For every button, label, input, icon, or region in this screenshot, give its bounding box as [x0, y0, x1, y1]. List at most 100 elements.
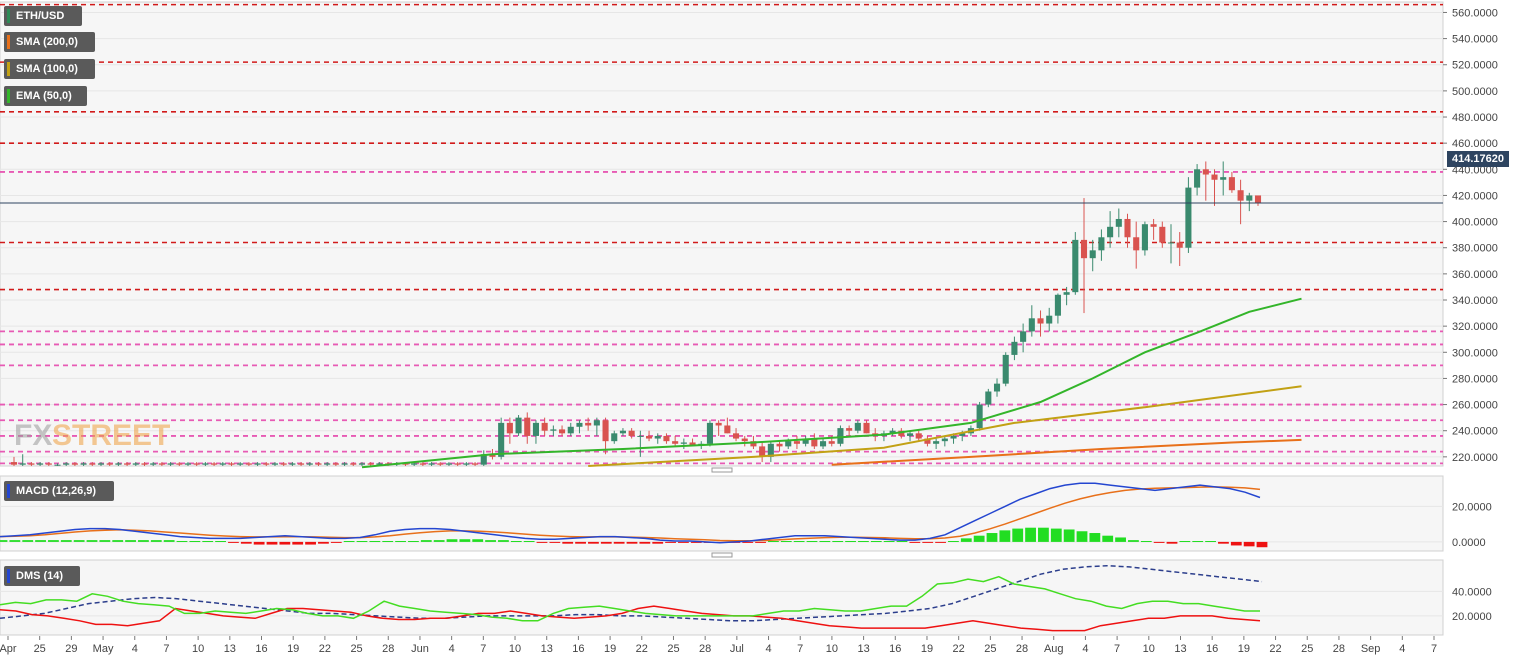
macd-histogram-bar	[1179, 541, 1191, 543]
macd-histogram-bar	[613, 541, 625, 544]
candle-body	[915, 433, 922, 439]
macd-histogram-bar	[883, 541, 895, 543]
candle-body	[1037, 318, 1044, 324]
macd-histogram-bar	[48, 540, 59, 542]
macd-histogram-bar	[1128, 540, 1139, 542]
date-axis-label: 25	[34, 643, 46, 655]
macd-histogram-bar	[1076, 531, 1088, 542]
candle-body	[54, 464, 61, 466]
sma200-legend[interactable]: SMA (200,0)	[4, 32, 95, 52]
candle-body	[550, 429, 557, 431]
macd-histogram-bar	[433, 540, 445, 542]
macd-histogram-bar	[498, 540, 509, 542]
macd-histogram-bar	[408, 541, 419, 543]
macd-histogram-bar	[395, 541, 406, 543]
dms-legend[interactable]: DMS (14)	[4, 566, 80, 586]
candle-body	[593, 420, 600, 426]
candle-body	[776, 443, 783, 447]
price-axis-label: 540.0000	[1452, 34, 1498, 46]
macd-histogram-bar	[549, 541, 561, 543]
macd-histogram-bar	[870, 541, 882, 543]
date-axis-label: 16	[255, 643, 267, 655]
candle-body	[663, 435, 670, 442]
candle-body	[941, 438, 948, 442]
macd-histogram-bar	[536, 541, 548, 543]
candle-body	[1159, 226, 1166, 243]
candle-body	[324, 463, 331, 465]
candle-body	[732, 433, 740, 439]
candle-body	[132, 463, 139, 465]
candle-body	[437, 463, 444, 465]
macd-histogram-bar	[150, 540, 162, 542]
watermark-fx: FX	[14, 419, 52, 452]
macd-histogram-bar	[73, 540, 85, 542]
candle-body	[637, 435, 644, 437]
date-axis-label: 16	[1206, 643, 1218, 655]
date-axis-label: 28	[699, 643, 711, 655]
price-axis-label: 360.0000	[1452, 269, 1498, 281]
date-axis-label: 7	[797, 643, 803, 655]
macd-histogram-bar	[253, 541, 265, 545]
candle-body	[1194, 169, 1201, 188]
dms-label: DMS (14)	[16, 570, 64, 582]
symbol-legend[interactable]: ETH/USD	[4, 6, 82, 26]
candle-body	[419, 463, 426, 465]
price-axis-label: 340.0000	[1452, 295, 1498, 307]
candle-body	[811, 438, 818, 447]
candle-body	[933, 441, 940, 444]
dms-axis-label: 40.0000	[1452, 586, 1492, 598]
price-axis-label: 460.0000	[1452, 138, 1498, 150]
macd-axis-label: 20.0000	[1452, 501, 1492, 513]
candle-body	[271, 463, 279, 465]
date-axis-label: 4	[132, 643, 138, 655]
price-panel	[0, 1, 1444, 467]
macd-histogram-bar	[1243, 541, 1255, 547]
candle-body	[889, 430, 896, 434]
sma100-legend[interactable]: SMA (100,0)	[4, 59, 95, 79]
macd-histogram-bar	[459, 539, 471, 542]
macd-histogram-bar	[0, 540, 8, 542]
macd-histogram-bar	[138, 540, 149, 542]
candle-body	[1124, 218, 1131, 238]
date-axis-label: 22	[1269, 643, 1281, 655]
candle-body	[802, 438, 809, 444]
macd-histogram-bar	[112, 540, 124, 542]
date-axis-label: 19	[287, 643, 299, 655]
date-axis-label: Jun	[411, 643, 429, 655]
date-axis-label: Sep	[1361, 643, 1381, 655]
candle-body	[524, 417, 531, 436]
candle-body	[37, 463, 44, 465]
candle-body	[602, 420, 609, 442]
sma200-line	[831, 438, 1302, 466]
candle-body	[785, 441, 792, 447]
macd-legend[interactable]: MACD (12,26,9)	[4, 481, 114, 501]
candle-body	[846, 428, 853, 431]
macd-histogram-bar	[510, 541, 522, 543]
sma100-swatch	[7, 62, 10, 76]
candle-body	[1107, 226, 1114, 238]
candle-body	[63, 463, 70, 465]
candle-body	[80, 463, 87, 465]
candle-body	[280, 463, 287, 465]
macd-histogram-bar	[1012, 528, 1024, 542]
ema50-legend[interactable]: EMA (50,0)	[4, 86, 87, 106]
date-axis-label: 28	[1333, 643, 1345, 655]
macd-histogram-bar	[858, 541, 869, 543]
macd-histogram-bar	[1218, 541, 1229, 544]
macd-histogram-bar	[896, 541, 908, 543]
candle-body	[411, 463, 418, 465]
date-axis-label: 4	[1082, 643, 1088, 655]
candle-body	[1011, 341, 1018, 355]
macd-histogram-bar	[99, 540, 111, 542]
ema50-swatch	[7, 89, 10, 103]
candle-body	[1228, 177, 1235, 191]
date-axis-label: 16	[889, 643, 901, 655]
candle-body	[1150, 224, 1157, 227]
price-axis-label: 220.0000	[1452, 452, 1498, 464]
sma100-label: SMA (100,0)	[16, 63, 78, 75]
sma100-line	[588, 385, 1302, 467]
candle-body	[350, 463, 357, 465]
macd-histogram-bar	[22, 540, 34, 542]
macd-histogram-bar	[330, 541, 342, 543]
